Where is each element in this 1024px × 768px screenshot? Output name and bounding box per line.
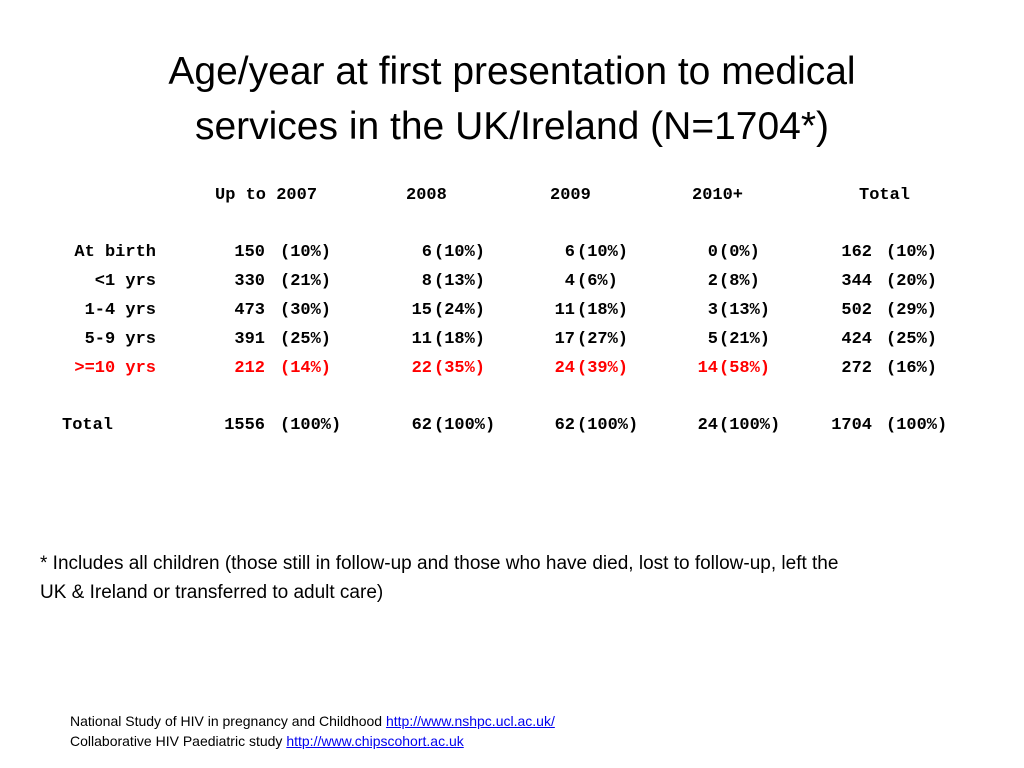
- total-percent: (100%): [434, 416, 496, 435]
- source-nshpc-text: National Study of HIV in pregnancy and C…: [70, 713, 386, 729]
- total-count: 24: [697, 416, 718, 435]
- source-chips-text: Collaborative HIV Paediatric study: [70, 733, 287, 749]
- total-percent: (100%): [577, 416, 639, 435]
- cell-percent: (16%): [886, 359, 938, 378]
- cell-count: 6: [564, 243, 575, 262]
- column-header: 2010+: [692, 186, 744, 205]
- total-percent: (100%): [886, 416, 948, 435]
- cell-percent: (10%): [280, 243, 332, 262]
- slide-title-line-1: Age/year at first presentation to medica…: [168, 50, 856, 93]
- cell-percent: (13%): [719, 301, 771, 320]
- slide-title-line-2: services in the UK/Ireland (N=1704*): [194, 105, 830, 148]
- footnote-line-1: * Includes all children (those still in …: [40, 553, 839, 574]
- total-count: 62: [411, 416, 432, 435]
- cell-count: 424: [841, 330, 872, 349]
- cell-percent: (30%): [280, 301, 332, 320]
- cell-percent: (58%): [719, 359, 771, 378]
- cell-count: 344: [841, 272, 872, 291]
- source-nshpc-link[interactable]: http://www.nshpc.ucl.ac.uk/: [385, 713, 555, 729]
- cell-count: 502: [841, 301, 872, 320]
- cell-percent: (24%): [434, 301, 486, 320]
- cell-count: 15: [411, 301, 432, 320]
- cell-count: 11: [411, 330, 432, 349]
- cell-percent: (10%): [577, 243, 629, 262]
- total-percent: (100%): [719, 416, 781, 435]
- source-chips-link[interactable]: http://www.chipscohort.ac.uk: [286, 733, 464, 749]
- cell-count: 4: [564, 272, 575, 291]
- cell-percent: (39%): [577, 359, 629, 378]
- cell-percent: (29%): [886, 301, 938, 320]
- cell-count: 24: [554, 359, 575, 378]
- row-label: >=10 yrs: [74, 359, 156, 378]
- column-header: 2008: [406, 186, 447, 205]
- sources: National Study of HIV in pregnancy and C…: [70, 711, 555, 751]
- cell-count: 391: [234, 330, 265, 349]
- cell-count: 17: [554, 330, 575, 349]
- source-nshpc: National Study of HIV in pregnancy and C…: [70, 711, 555, 731]
- cell-count: 5: [707, 330, 718, 349]
- row-label: <1 yrs: [94, 272, 156, 291]
- cell-percent: (27%): [577, 330, 629, 349]
- cell-count: 473: [234, 301, 265, 320]
- cell-percent: (25%): [280, 330, 332, 349]
- column-header: Total: [859, 186, 911, 205]
- cell-count: 8: [421, 272, 432, 291]
- total-count: 1556: [224, 416, 265, 435]
- cell-percent: (10%): [434, 243, 486, 262]
- cell-count: 0: [707, 243, 718, 262]
- cell-percent: (25%): [886, 330, 938, 349]
- total-row-label: Total: [62, 416, 114, 435]
- cell-count: 330: [234, 272, 265, 291]
- cell-count: 22: [411, 359, 432, 378]
- footnote-line-2: UK & Ireland or transferred to adult car…: [40, 582, 384, 603]
- cell-percent: (8%): [719, 272, 760, 291]
- cell-percent: (21%): [719, 330, 771, 349]
- cell-count: 11: [554, 301, 575, 320]
- cell-count: 2: [707, 272, 718, 291]
- total-count: 1704: [831, 416, 872, 435]
- cell-count: 150: [234, 243, 265, 262]
- cell-count: 3: [707, 301, 718, 320]
- cell-percent: (10%): [886, 243, 938, 262]
- row-label: 1-4 yrs: [84, 301, 156, 320]
- column-header: Up to 2007: [215, 186, 318, 205]
- cell-percent: (13%): [434, 272, 486, 291]
- cell-count: 212: [234, 359, 265, 378]
- slide-title: Age/year at first presentation to medica…: [0, 44, 1024, 154]
- source-chips: Collaborative HIV Paediatric study http:…: [70, 731, 555, 751]
- total-percent: (100%): [280, 416, 342, 435]
- column-header: 2009: [550, 186, 591, 205]
- cell-percent: (18%): [434, 330, 486, 349]
- total-count: 62: [554, 416, 575, 435]
- row-label: 5-9 yrs: [84, 330, 156, 349]
- row-label: At birth: [74, 243, 156, 262]
- cell-count: 162: [841, 243, 872, 262]
- cell-percent: (14%): [280, 359, 332, 378]
- cell-percent: (20%): [886, 272, 938, 291]
- cell-count: 6: [421, 243, 432, 262]
- cell-percent: (21%): [280, 272, 332, 291]
- cell-percent: (18%): [577, 301, 629, 320]
- cell-count: 14: [697, 359, 718, 378]
- footnote: * Includes all children (those still in …: [40, 549, 960, 607]
- cell-percent: (6%): [577, 272, 618, 291]
- cell-percent: (0%): [719, 243, 760, 262]
- cell-count: 272: [841, 359, 872, 378]
- cell-percent: (35%): [434, 359, 486, 378]
